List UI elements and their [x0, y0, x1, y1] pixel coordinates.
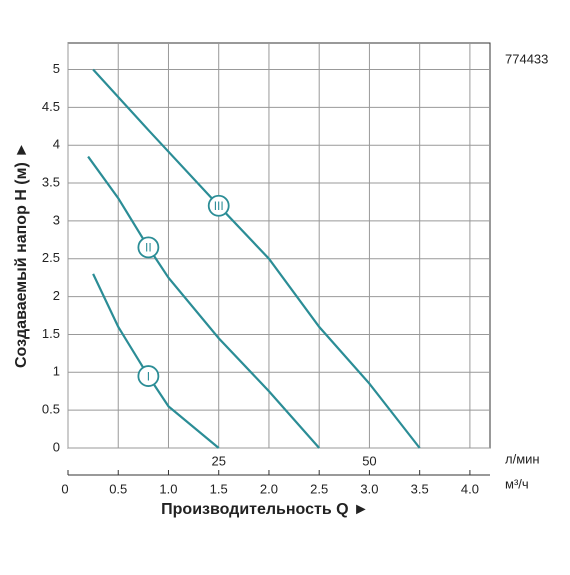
y-tick-label: 2.5 [42, 250, 60, 265]
curve-label-circle [137, 236, 160, 259]
curve-label: III [214, 199, 224, 213]
x2-unit: л/мин [505, 451, 540, 466]
curve-label: I [147, 369, 150, 383]
chart-code: 774433 [505, 51, 548, 66]
x-tick-label: 3.5 [411, 481, 429, 496]
x-axis-label: Производительность Q ► [161, 501, 369, 518]
x-tick-label: 0 [61, 481, 68, 496]
x-tick-label: 1.0 [159, 481, 177, 496]
y-tick-label: 4.5 [42, 99, 60, 114]
x-tick-label: 0.5 [109, 481, 127, 496]
x-tick-label: 2.5 [310, 481, 328, 496]
x-tick-label: 3.0 [360, 481, 378, 496]
x-tick-label: 2.0 [260, 481, 278, 496]
y-tick-label: 2 [53, 288, 60, 303]
y-tick-label: 0 [53, 439, 60, 454]
y-axis-label: Создаваемый напор H (м) ► [13, 142, 30, 368]
y-tick-label: 3 [53, 212, 60, 227]
y-tick-label: 4 [53, 137, 60, 152]
plot-frame [67, 42, 491, 449]
curve [92, 273, 220, 449]
x-tick-label: 4.0 [461, 481, 479, 496]
y-tick-label: 1 [53, 364, 60, 379]
y-tick-label: 3.5 [42, 174, 60, 189]
x-tick-label: 1.5 [210, 481, 228, 496]
x2-tick-label: 50 [362, 453, 376, 468]
curve [92, 68, 421, 449]
y-tick-label: 1.5 [42, 326, 60, 341]
y-tick-label: 0.5 [42, 402, 60, 417]
curve-label: II [145, 241, 152, 255]
curve-label-circle [137, 365, 160, 387]
y-tick-label: 5 [53, 61, 60, 76]
x-unit: м³/ч [505, 476, 529, 491]
x2-tick-label: 25 [211, 453, 225, 468]
curve [87, 155, 321, 449]
curve-label-circle [207, 194, 230, 217]
